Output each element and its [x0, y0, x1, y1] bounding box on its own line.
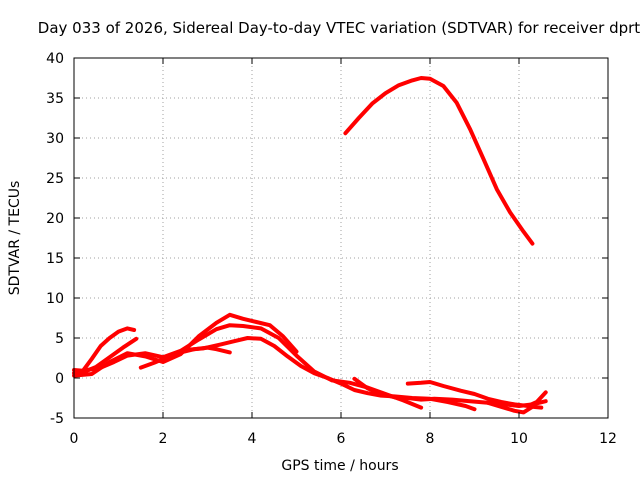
grid-layer	[74, 58, 608, 418]
y-tick-label: 5	[55, 331, 64, 347]
series-line-arc-6	[178, 345, 232, 355]
y-tick-label: 25	[46, 171, 64, 187]
y-tick-label: 40	[46, 51, 64, 67]
chart-title: Day 033 of 2026, Sidereal Day-to-day VTE…	[38, 19, 640, 37]
y-tick-label: 30	[46, 131, 64, 147]
series-line-arc-10	[343, 76, 535, 246]
y-axis-label: SDTVAR / TECUs	[7, 181, 23, 296]
y-tick-label: 10	[46, 291, 64, 307]
x-tick-label: 2	[159, 431, 168, 447]
x-tick-label: 12	[599, 431, 617, 447]
x-axis-label: GPS time / hours	[281, 458, 398, 474]
series-line-arc-3	[72, 312, 299, 378]
y-tick-label: 35	[46, 91, 64, 107]
x-tick-label: 10	[510, 431, 528, 447]
series-line-arc-4	[80, 336, 139, 375]
x-tick-label: 0	[70, 431, 79, 447]
tick-layer: 0 2 4 6 8 10 12 -5 0 5 10 15 20 25 30 35 40	[46, 51, 617, 447]
x-tick-label: 6	[337, 431, 346, 447]
series-line-arc-9	[485, 400, 544, 415]
series-line-arc-1	[72, 323, 424, 410]
series-line-arc-2	[72, 326, 137, 373]
x-tick-label: 8	[426, 431, 435, 447]
y-tick-label: 0	[55, 371, 64, 387]
y-tick-label: 15	[46, 251, 64, 267]
series-layer	[72, 76, 548, 415]
x-tick-label: 4	[248, 431, 257, 447]
y-tick-label: 20	[46, 211, 64, 227]
y-tick-label: -5	[50, 411, 64, 427]
series-line-arc-8	[405, 380, 548, 408]
